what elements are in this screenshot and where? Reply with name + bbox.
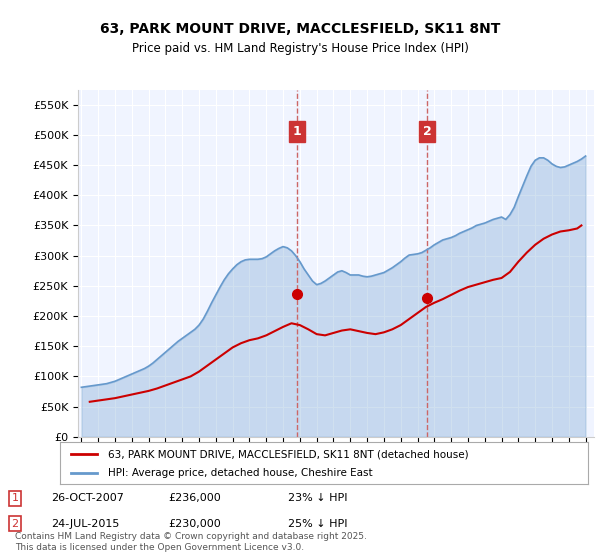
Text: 26-OCT-2007: 26-OCT-2007	[51, 493, 124, 503]
Text: Contains HM Land Registry data © Crown copyright and database right 2025.
This d: Contains HM Land Registry data © Crown c…	[15, 532, 367, 552]
Text: 63, PARK MOUNT DRIVE, MACCLESFIELD, SK11 8NT (detached house): 63, PARK MOUNT DRIVE, MACCLESFIELD, SK11…	[107, 449, 468, 459]
Text: 24-JUL-2015: 24-JUL-2015	[51, 519, 119, 529]
Text: 2: 2	[11, 519, 19, 529]
Text: 1: 1	[292, 125, 301, 138]
Text: £236,000: £236,000	[168, 493, 221, 503]
Text: 63, PARK MOUNT DRIVE, MACCLESFIELD, SK11 8NT: 63, PARK MOUNT DRIVE, MACCLESFIELD, SK11…	[100, 22, 500, 36]
Text: 2: 2	[422, 125, 431, 138]
Text: 23% ↓ HPI: 23% ↓ HPI	[288, 493, 347, 503]
Text: HPI: Average price, detached house, Cheshire East: HPI: Average price, detached house, Ches…	[107, 468, 372, 478]
Text: Price paid vs. HM Land Registry's House Price Index (HPI): Price paid vs. HM Land Registry's House …	[131, 42, 469, 55]
Text: £230,000: £230,000	[168, 519, 221, 529]
Text: 1: 1	[11, 493, 19, 503]
Text: 25% ↓ HPI: 25% ↓ HPI	[288, 519, 347, 529]
